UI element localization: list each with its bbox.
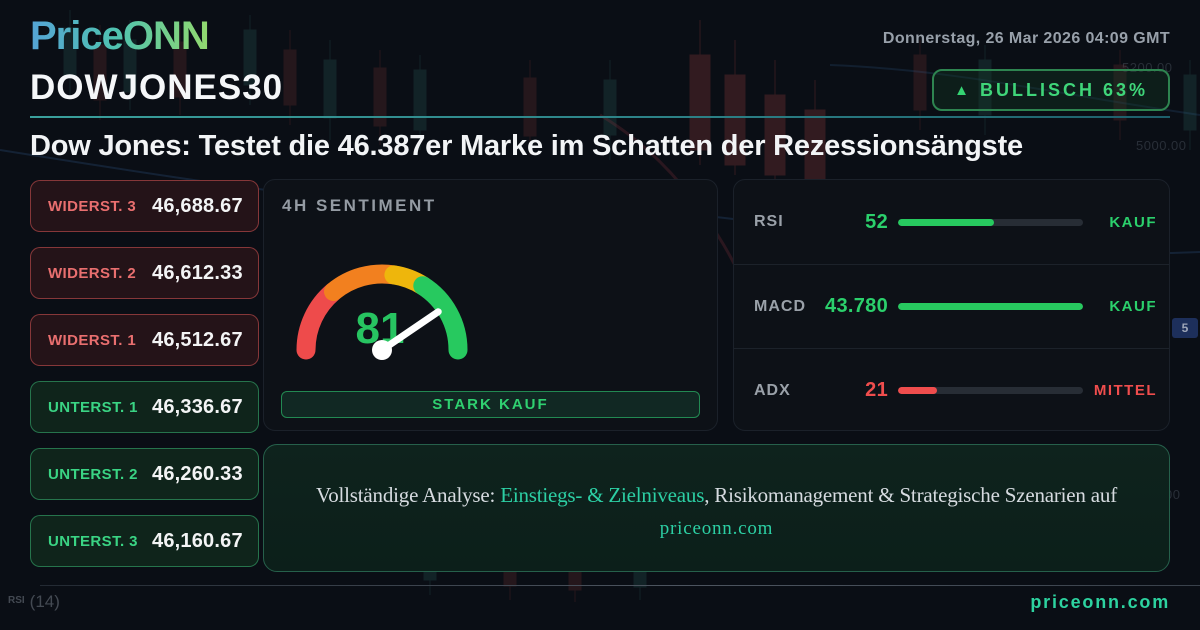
support-2-chip: UNTERST. 2 46,260.33 [30,448,259,500]
resistance-1-chip: WIDERST. 1 46,512.67 [30,314,259,366]
indicator-row-adx: ADX 21 MITTEL [734,348,1169,432]
title-divider [30,116,1170,118]
adx-value: 21 [865,379,888,401]
macd-value: 43.780 [825,295,888,317]
symbol-title: DOWJONES30 [30,68,284,107]
macd-status: KAUF [1109,298,1157,315]
rsi-progress-fill [898,218,995,226]
resistance-1-value: 46,512.67 [152,328,243,351]
datetime-label: Donnerstag, 26 Mar 2026 04:09 GMT [882,30,1170,47]
bg-axis-label-5200: 5200.00 [1122,60,1173,75]
headline: Dow Jones: Testet die 46.387er Marke im … [30,130,1023,162]
support-2-value: 46,260.33 [152,462,243,485]
support-2-label: UNTERST. 2 [48,465,138,483]
resistance-2-label: WIDERST. 2 [48,264,137,282]
support-3-value: 46,160.67 [152,529,243,552]
sentiment-badge: ▲ BULLISCH 63% [932,69,1170,111]
gauge-pivot [372,340,392,360]
up-triangle-icon: ▲ [954,81,969,99]
footer-site-link[interactable]: priceonn.com [1030,592,1170,612]
sentiment-verdict: STARK KAUF [281,391,700,418]
sentiment-gauge: 81 [296,264,468,360]
badge-label: BULLISCH 63% [979,79,1148,100]
adx-label: ADX [754,381,791,399]
sentiment-card-title: 4H SENTIMENT [282,196,437,215]
support-1-chip: UNTERST. 1 46,336.67 [30,381,259,433]
bg-price-chip: 5 [1172,318,1198,338]
indicator-row-rsi: RSI 52 KAUF [734,180,1169,264]
support-1-label: UNTERST. 1 [48,398,138,416]
support-3-chip: UNTERST. 3 46,160.67 [30,515,259,567]
rsi-progress-bar [898,218,1083,226]
support-3-label: UNTERST. 3 [48,532,138,550]
bg-axis-label-5000: 5000.00 [1136,138,1187,153]
brand-logo: PriceONN [30,14,210,58]
footer-divider [40,585,1200,586]
rsi-value: 52 [865,210,888,233]
adx-progress-fill [898,387,937,394]
support-1-value: 46,336.67 [152,395,243,418]
indicators-panel: RSI 52 KAUF MACD 43.780 KAUF ADX 21 MITT… [733,179,1170,431]
cta-site-link[interactable]: priceonn.com [659,518,774,539]
rsi-watermark: RSI (14) [8,592,60,612]
resistance-2-value: 46,612.33 [152,261,243,284]
rsi-watermark-period: (14) [29,592,60,611]
macd-label: MACD [754,297,806,315]
resistance-2-chip: WIDERST. 2 46,612.33 [30,247,259,299]
rsi-status: KAUF [1109,213,1157,231]
adx-status: MITTEL [1093,382,1157,399]
macd-progress-bar [898,303,1083,310]
cta-text: Vollständige Analyse: Einstiegs- & Zieln… [284,483,1149,508]
gauge-needle [378,308,442,354]
sentiment-card: 4H SENTIMENT 81 STARK KAUF [263,179,718,431]
cta-banner: Vollständige Analyse: Einstiegs- & Zieln… [263,444,1170,572]
rsi-label: RSI [754,213,784,230]
resistance-1-label: WIDERST. 1 [48,331,137,349]
resistance-3-chip: WIDERST. 3 46,688.67 [30,180,259,232]
resistance-3-value: 46,688.67 [152,194,243,217]
resistance-3-label: WIDERST. 3 [48,197,137,215]
cta-suffix: , Risikomanagement & Strategische Szenar… [704,483,1117,507]
cta-highlight: Einstiegs- & Zielniveaus [500,483,705,507]
levels-column: WIDERST. 3 46,688.67 WIDERST. 2 46,612.3… [30,180,259,582]
macd-progress-fill [898,303,1083,310]
adx-progress-bar [898,387,1083,394]
rsi-watermark-label: RSI [8,595,25,606]
cta-prefix: Vollständige Analyse: [315,483,501,507]
indicator-row-macd: MACD 43.780 KAUF [734,264,1169,348]
